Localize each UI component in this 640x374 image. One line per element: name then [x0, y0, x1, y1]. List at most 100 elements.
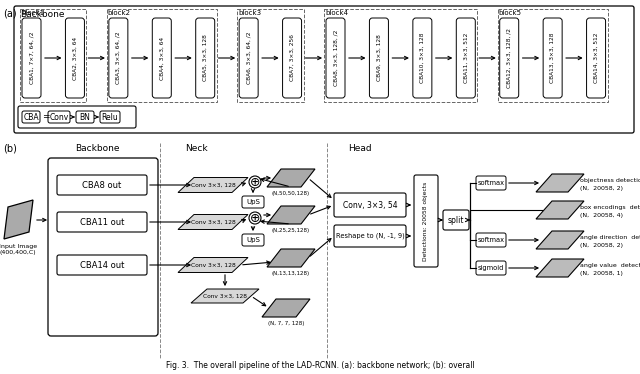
Text: Backbone: Backbone	[75, 144, 120, 153]
Text: angle direction  detection: angle direction detection	[580, 234, 640, 239]
Polygon shape	[262, 299, 310, 317]
Text: CBA: CBA	[23, 113, 39, 122]
Text: Neck: Neck	[185, 144, 207, 153]
Text: (N,25,25,128): (N,25,25,128)	[272, 228, 310, 233]
FancyBboxPatch shape	[239, 18, 258, 98]
Polygon shape	[267, 249, 315, 267]
Text: CBA7, 3×3, 256: CBA7, 3×3, 256	[289, 34, 294, 82]
Text: (N, 7, 7, 128): (N, 7, 7, 128)	[268, 321, 304, 326]
FancyBboxPatch shape	[196, 18, 214, 98]
Text: CBA1, 7×7, 64, /2: CBA1, 7×7, 64, /2	[29, 32, 34, 84]
FancyBboxPatch shape	[476, 261, 506, 275]
Bar	[498, 9, 607, 102]
Text: block2: block2	[108, 10, 131, 16]
Text: Input Image: Input Image	[0, 244, 37, 249]
Polygon shape	[267, 206, 315, 224]
FancyBboxPatch shape	[14, 6, 634, 133]
FancyBboxPatch shape	[334, 225, 406, 247]
Text: Head: Head	[348, 144, 372, 153]
Bar	[20, 9, 86, 102]
Text: Conv 3×3, 128: Conv 3×3, 128	[191, 220, 236, 224]
FancyBboxPatch shape	[100, 111, 120, 123]
Text: Conv: Conv	[49, 113, 68, 122]
Text: CBA5, 3×3, 128: CBA5, 3×3, 128	[203, 34, 208, 82]
Text: (a): (a)	[3, 8, 17, 18]
Text: CBA13, 3×3, 128: CBA13, 3×3, 128	[550, 33, 555, 83]
FancyBboxPatch shape	[476, 233, 506, 247]
Text: CBA14 out: CBA14 out	[80, 261, 124, 270]
Text: Reshape to (N, -1, 9): Reshape to (N, -1, 9)	[335, 233, 404, 239]
Text: CBA6, 3×3, 64, /2: CBA6, 3×3, 64, /2	[246, 32, 251, 84]
Polygon shape	[4, 200, 33, 239]
Text: Backbone: Backbone	[20, 10, 65, 19]
Polygon shape	[267, 169, 315, 187]
FancyBboxPatch shape	[18, 106, 136, 128]
FancyBboxPatch shape	[283, 18, 301, 98]
FancyBboxPatch shape	[242, 196, 264, 208]
Text: CBA10, 3×3, 128: CBA10, 3×3, 128	[420, 33, 425, 83]
Polygon shape	[536, 231, 584, 249]
Bar	[324, 9, 477, 102]
FancyBboxPatch shape	[443, 210, 469, 230]
Text: softmax: softmax	[477, 237, 504, 243]
FancyBboxPatch shape	[414, 175, 438, 267]
Text: softmax: softmax	[477, 180, 504, 186]
FancyBboxPatch shape	[22, 18, 41, 98]
Text: Relu: Relu	[102, 113, 118, 122]
Text: CBA8, 3×3, 128, /2: CBA8, 3×3, 128, /2	[333, 30, 338, 86]
Text: CBA12, 3×3, 128, /2: CBA12, 3×3, 128, /2	[507, 28, 512, 88]
Text: box encodings  detection: box encodings detection	[580, 205, 640, 209]
Bar	[237, 9, 303, 102]
Text: Detections: 20058 objects: Detections: 20058 objects	[424, 181, 429, 261]
Text: Conv 3×3, 128: Conv 3×3, 128	[191, 183, 236, 187]
Text: (N,13,13,128): (N,13,13,128)	[272, 271, 310, 276]
Text: CBA9, 3×3, 128: CBA9, 3×3, 128	[376, 34, 381, 82]
Text: CBA11 out: CBA11 out	[80, 218, 124, 227]
Polygon shape	[536, 201, 584, 219]
Text: (N,  20058, 2): (N, 20058, 2)	[580, 242, 623, 248]
Text: split: split	[448, 215, 464, 224]
FancyBboxPatch shape	[543, 18, 562, 98]
Text: (N,  20058, 1): (N, 20058, 1)	[580, 270, 623, 276]
Text: block3: block3	[238, 10, 261, 16]
Text: (b): (b)	[3, 143, 17, 153]
Text: CBA11, 3×3, 512: CBA11, 3×3, 512	[463, 33, 468, 83]
Polygon shape	[536, 174, 584, 192]
FancyBboxPatch shape	[334, 193, 406, 217]
Polygon shape	[536, 259, 584, 277]
Text: block5: block5	[499, 10, 522, 16]
Text: UpS: UpS	[246, 199, 260, 205]
Text: CBA14, 3×3, 512: CBA14, 3×3, 512	[593, 33, 598, 83]
FancyBboxPatch shape	[456, 18, 476, 98]
FancyBboxPatch shape	[57, 212, 147, 232]
FancyBboxPatch shape	[57, 255, 147, 275]
Text: Conv 3×3, 128: Conv 3×3, 128	[203, 294, 247, 298]
Text: (N,  20058, 2): (N, 20058, 2)	[580, 186, 623, 190]
Text: ⊕: ⊕	[250, 212, 260, 224]
Text: ⊕: ⊕	[250, 175, 260, 188]
FancyBboxPatch shape	[65, 18, 84, 98]
FancyBboxPatch shape	[109, 18, 128, 98]
Text: =: =	[42, 113, 49, 122]
Circle shape	[249, 212, 261, 224]
Text: Conv 3×3, 128: Conv 3×3, 128	[191, 263, 236, 267]
FancyBboxPatch shape	[48, 158, 158, 336]
Text: sigmoid: sigmoid	[478, 265, 504, 271]
Polygon shape	[178, 178, 248, 193]
Text: CBA8 out: CBA8 out	[83, 181, 122, 190]
Text: block4: block4	[325, 10, 348, 16]
Text: BN: BN	[79, 113, 90, 122]
FancyBboxPatch shape	[76, 111, 94, 123]
Bar	[107, 9, 217, 102]
Text: angle value  detection: angle value detection	[580, 263, 640, 267]
FancyBboxPatch shape	[48, 111, 70, 123]
Text: objectness detection: objectness detection	[580, 178, 640, 183]
FancyBboxPatch shape	[369, 18, 388, 98]
Text: CBA2, 3×3, 64: CBA2, 3×3, 64	[72, 36, 77, 80]
Polygon shape	[178, 258, 248, 273]
FancyBboxPatch shape	[326, 18, 345, 98]
Polygon shape	[191, 289, 259, 303]
Polygon shape	[178, 215, 248, 230]
FancyBboxPatch shape	[152, 18, 172, 98]
Circle shape	[249, 176, 261, 188]
